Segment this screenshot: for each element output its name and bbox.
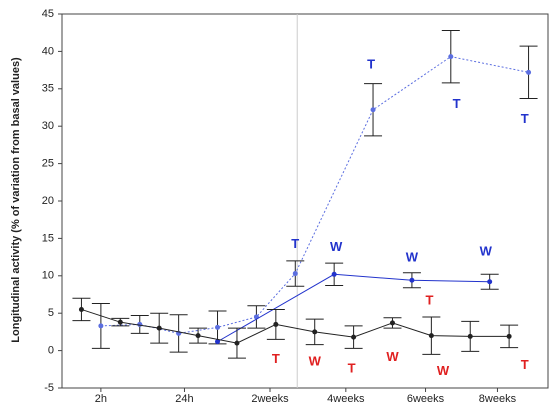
x-tick-label: 2weeks <box>251 393 289 405</box>
annotation: T <box>348 361 356 376</box>
annotation: W <box>437 363 450 378</box>
y-tick-label: 15 <box>42 232 54 244</box>
y-tick-label: 10 <box>42 270 54 282</box>
y-tick-label: -5 <box>44 382 54 394</box>
data-point <box>215 339 221 345</box>
y-tick-label: 5 <box>48 307 54 319</box>
series-line <box>100 56 529 334</box>
data-point <box>487 279 493 285</box>
y-tick-label: 30 <box>42 120 54 132</box>
annotation: W <box>330 239 343 254</box>
data-point <box>292 271 298 277</box>
data-point <box>78 306 84 312</box>
data-point <box>526 69 532 75</box>
series-line <box>217 273 490 343</box>
data-point <box>312 329 318 335</box>
annotation: T <box>272 351 280 366</box>
annotation: T <box>521 111 529 126</box>
data-point <box>331 271 337 277</box>
data-point <box>467 333 473 339</box>
x-tick-label: 2h <box>95 393 107 405</box>
x-tick-label: 24h <box>175 393 193 405</box>
x-tick-label: 6weeks <box>407 393 445 405</box>
annotation: T <box>367 56 375 71</box>
annotation: W <box>406 249 419 264</box>
data-point <box>370 107 376 113</box>
y-tick-label: 45 <box>42 8 54 20</box>
data-point <box>273 321 279 327</box>
y-tick-label: 0 <box>48 345 54 357</box>
data-point <box>409 277 415 283</box>
data-point <box>234 340 240 346</box>
y-tick-label: 35 <box>42 83 54 95</box>
plot-frame <box>61 13 549 389</box>
annotation: W <box>309 353 322 368</box>
x-tick-label: 8weeks <box>479 393 517 405</box>
annotation: T <box>453 96 461 111</box>
data-point <box>428 333 434 339</box>
annotation: T <box>521 357 529 372</box>
data-point <box>98 323 104 329</box>
x-tick-label: 4weeks <box>327 393 365 405</box>
data-point <box>351 334 357 340</box>
data-point <box>389 320 395 326</box>
data-point <box>215 324 221 330</box>
data-point <box>448 54 454 60</box>
y-tick-label: 40 <box>42 45 54 57</box>
y-tick-label: 25 <box>42 158 54 170</box>
annotation: T <box>291 236 299 251</box>
annotation: W <box>480 243 493 258</box>
y-axis-label: Longitudinal activity (% of variation fr… <box>10 57 22 343</box>
data-point <box>195 333 201 339</box>
data-point <box>506 333 512 339</box>
annotation: W <box>386 349 399 364</box>
y-tick-label: 20 <box>42 195 54 207</box>
series-line <box>81 308 510 344</box>
data-point <box>156 325 162 331</box>
annotation: T <box>425 293 433 308</box>
data-point <box>117 319 123 325</box>
